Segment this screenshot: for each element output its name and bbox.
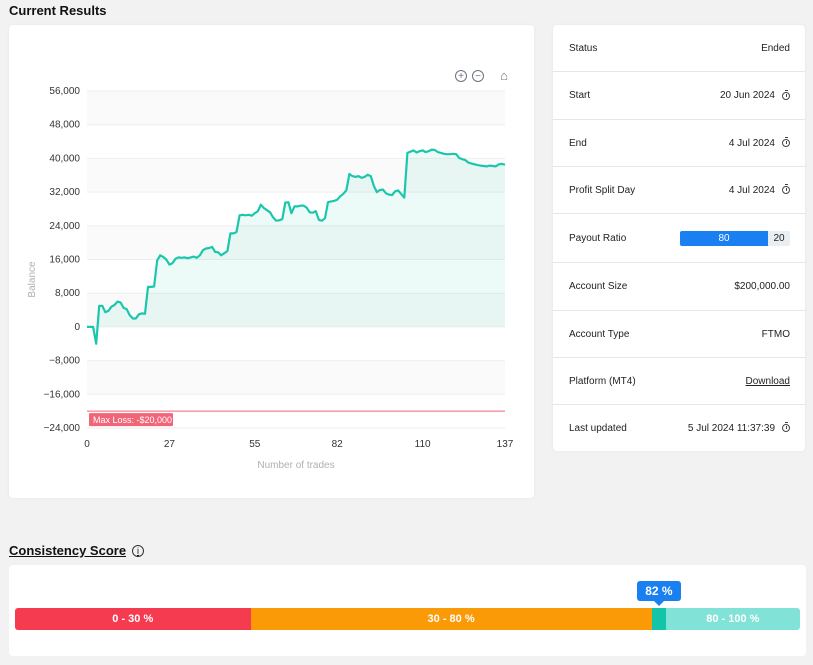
max-loss-label: Max Loss: -$20,000 <box>93 415 172 425</box>
payout-ratio-bar: 80 20 <box>680 230 790 246</box>
end-label: End <box>569 137 587 149</box>
info-row-payout-ratio: Payout Ratio 80 20 <box>553 214 805 263</box>
info-row-status: Status Ended <box>553 25 805 72</box>
consistency-score-card: 82 % 0 - 30 % 30 - 80 % 80 - 100 % <box>9 565 806 656</box>
account-size-value: $200,000.00 <box>734 281 790 292</box>
chart-band <box>87 91 505 125</box>
chart-band <box>87 158 505 193</box>
segment-high: 80 - 100 % <box>665 608 800 630</box>
start-value: 20 Jun 2024 <box>719 90 775 101</box>
payout-ratio-value-cell: 80 20 <box>663 214 805 262</box>
last-updated-value-cell: 5 Jul 2024 11:37:39 <box>663 405 805 451</box>
info-row-account-size: Account Size $200,000.00 <box>553 263 805 311</box>
payout-ratio-firm-share: 20 <box>768 230 790 246</box>
chart-band <box>87 293 505 327</box>
max-loss-label-bg <box>89 413 173 427</box>
y-tick-label: 40,000 <box>49 153 80 164</box>
start-value-cell: 20 Jun 2024 <box>663 72 805 119</box>
payout-ratio-label: Payout Ratio <box>569 232 627 244</box>
y-tick-label: 32,000 <box>49 187 80 198</box>
end-value-cell: 4 Jul 2024 <box>663 120 805 166</box>
account-type-label: Account Type <box>569 328 630 340</box>
x-tick-label: 27 <box>164 439 176 450</box>
y-tick-label: −16,000 <box>44 389 81 400</box>
payout-ratio-trader-share: 80 <box>680 230 768 246</box>
profit-split-day-value: 4 Jul 2024 <box>728 184 775 196</box>
x-tick-label: 55 <box>249 439 261 450</box>
chart-band <box>87 326 505 361</box>
info-row-account-type: Account Type FTMO <box>553 311 805 358</box>
last-updated-value: 5 Jul 2024 11:37:39 <box>687 422 775 434</box>
account-info-card: Status Ended Start 20 Jun 2024 End 4 Jul… <box>553 25 805 451</box>
y-tick-label: 48,000 <box>49 120 80 131</box>
balance-area <box>87 149 505 344</box>
x-axis-title: Number of trades <box>257 460 334 471</box>
current-results-title: Current Results <box>9 3 107 18</box>
balance-chart-card: 56,000 48,000 40,000 32,000 24,000 16,000 8,00… <box>9 25 534 498</box>
segment-low: 0 - 30 % <box>15 608 251 630</box>
segment-mid: 30 - 80 % <box>250 608 652 630</box>
last-updated-label: Last updated <box>569 422 627 434</box>
account-size-label: Account Size <box>569 281 628 292</box>
chart-toolbar: + − ⌂ <box>455 68 511 83</box>
consistency-score-title: Consistency Score i <box>9 543 145 558</box>
y-tick-label: 16,000 <box>49 255 80 266</box>
account-type-value: FTMO <box>761 328 790 340</box>
stopwatch-icon <box>782 89 790 100</box>
x-tick-label: 137 <box>497 439 514 450</box>
download-link[interactable]: Download <box>745 375 790 387</box>
consistency-score-badge: 82 % <box>637 581 681 606</box>
end-value: 4 Jul 2024 <box>728 137 775 149</box>
zoom-out-icon[interactable]: − <box>472 70 484 82</box>
platform-label: Platform (MT4) <box>569 375 636 387</box>
y-tick-label: 56,000 <box>49 86 80 97</box>
x-tick-label: 0 <box>84 439 90 450</box>
info-row-last-updated: Last updated 5 Jul 2024 11:37:39 <box>553 405 805 451</box>
balance-line <box>87 148 506 345</box>
stopwatch-icon <box>782 184 790 194</box>
start-label: Start <box>569 90 591 101</box>
y-tick-label: −8,000 <box>49 356 80 367</box>
profit-split-day-value-cell: 4 Jul 2024 <box>663 167 805 213</box>
x-tick-label: 82 <box>332 439 344 450</box>
y-tick-label: 0 <box>74 322 80 333</box>
zoom-in-icon[interactable]: + <box>455 70 467 82</box>
y-tick-label: 8,000 <box>55 288 80 299</box>
consistency-score-label: Consistency Score <box>9 543 127 558</box>
info-icon[interactable]: i <box>132 544 145 557</box>
status-value: Ended <box>761 42 790 54</box>
y-tick-label: 24,000 <box>49 221 80 232</box>
info-row-start: Start 20 Jun 2024 <box>553 72 805 120</box>
balance-chart: 56,000 48,000 40,000 32,000 24,000 16,000 8,00… <box>27 86 514 471</box>
consistency-score-bar: 0 - 30 % 30 - 80 % 80 - 100 % <box>15 608 800 630</box>
chart-band <box>87 225 505 260</box>
home-icon[interactable]: ⌂ <box>500 68 508 83</box>
stopwatch-icon <box>782 422 790 432</box>
info-row-profit-split-day: Profit Split Day 4 Jul 2024 <box>553 167 805 214</box>
chart-band <box>87 124 505 159</box>
info-row-platform: Platform (MT4) Download <box>553 358 805 405</box>
score-marker <box>651 608 666 630</box>
stopwatch-icon <box>782 137 790 147</box>
y-axis-title: Balance <box>27 261 38 298</box>
chart-band <box>87 192 505 226</box>
status-label: Status <box>569 42 598 54</box>
info-row-end: End 4 Jul 2024 <box>553 120 805 167</box>
profit-split-day-label: Profit Split Day <box>569 184 636 196</box>
platform-value-cell: Download <box>663 358 805 404</box>
y-tick-label: −24,000 <box>44 423 81 434</box>
chart-band <box>87 360 505 395</box>
x-tick-label: 110 <box>415 439 431 450</box>
